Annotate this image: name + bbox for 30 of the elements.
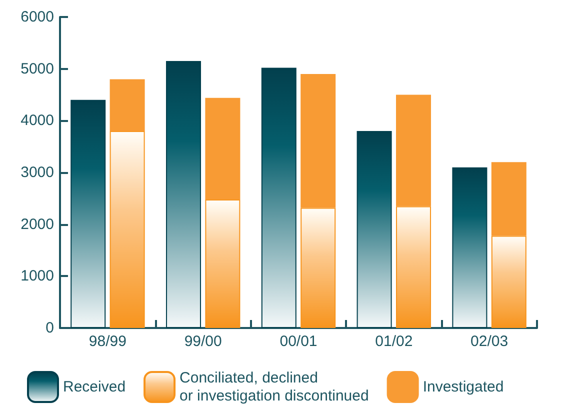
bar: [261, 68, 296, 328]
y-tick-label: 6000: [20, 8, 54, 26]
y-tick-label: 1000: [20, 268, 54, 285]
bar: [491, 162, 526, 236]
y-tick-label: 3000: [20, 164, 54, 181]
x-tick-label: 02/03: [470, 333, 508, 350]
bar: [205, 199, 240, 328]
legend-label: Investigated: [422, 378, 504, 396]
bar: [110, 131, 145, 328]
bar: [356, 131, 392, 328]
bar: [491, 236, 526, 328]
bar: [396, 94, 431, 206]
bar: [396, 206, 431, 328]
y-tick-label: 2000: [20, 216, 54, 233]
legend-label: Conciliated, declined or investigation discontinued: [180, 370, 369, 404]
bar: [166, 61, 201, 328]
y-tick-label: 5000: [20, 60, 54, 78]
y-tick-label: 0: [46, 320, 54, 336]
bar: [300, 208, 336, 328]
x-tick-label: 98/99: [88, 333, 126, 350]
bar: [110, 79, 145, 132]
bar: [300, 74, 336, 208]
x-tick-label: 99/00: [184, 333, 222, 350]
x-tick-label: 00/01: [280, 333, 318, 350]
legend-label: Received: [63, 378, 126, 396]
x-tick-label: 01/02: [375, 333, 413, 350]
bar: [452, 167, 488, 328]
bar: [205, 98, 240, 200]
bar: [70, 100, 106, 328]
y-tick-label: 4000: [20, 112, 54, 130]
